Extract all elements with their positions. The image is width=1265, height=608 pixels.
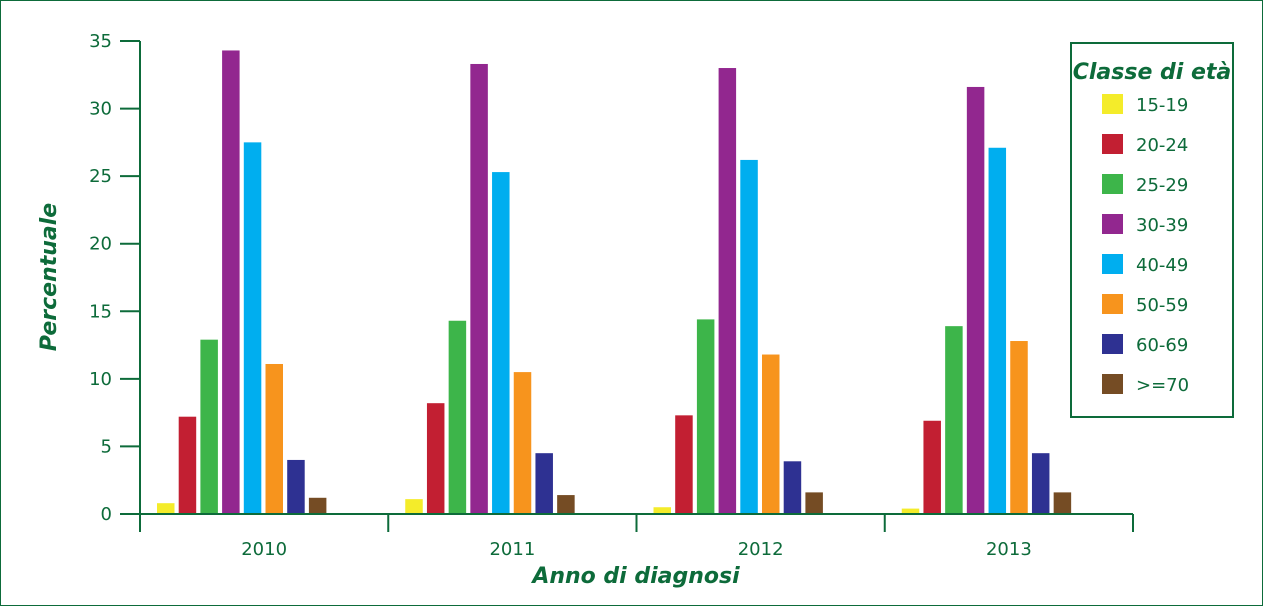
bar-3039-2013 [966, 86, 985, 514]
bar-2024-2013 [923, 420, 941, 514]
bar-4049-2013 [988, 147, 1007, 514]
legend-swatch [1102, 214, 1123, 234]
bar-70-2011 [557, 495, 575, 514]
y-tick-label: 10 [89, 369, 112, 390]
y-tick-label: 35 [89, 31, 112, 52]
bar-4049-2010 [243, 142, 262, 514]
y-tick-label: 0 [101, 504, 112, 525]
x-categories-group: 2010 2011 2012 2013 [241, 539, 1032, 560]
bar-70-2010 [308, 497, 327, 514]
bar-1519-2013 [901, 508, 920, 514]
legend-swatch [1102, 294, 1123, 314]
bar-2024-2011 [426, 403, 445, 514]
bar-4049-2011 [492, 172, 510, 515]
bar-6069-2013 [1031, 453, 1050, 514]
legend-label: 15-19 [1136, 95, 1188, 116]
bar-3039-2011 [470, 63, 488, 515]
legend-label: 30-39 [1136, 215, 1188, 236]
bar-70-2012 [805, 492, 823, 514]
legend-items: 15-19 20-24 25-29 30-39 40-49 50-59 60-69 >=70 [1102, 94, 1189, 396]
y-tick-label: 15 [89, 301, 112, 322]
bar-2529-2011 [448, 320, 467, 514]
legend: Classe di età 15-19 20-24 25-29 30-39 40-49 5… [1070, 42, 1234, 418]
bar-4049-2012 [740, 159, 758, 514]
bar-2024-2010 [178, 416, 197, 514]
y-axis-title: Percentuale [37, 203, 62, 351]
bar-2529-2013 [945, 326, 963, 514]
x-category-label: 2012 [738, 539, 784, 560]
legend-label: 25-29 [1136, 175, 1188, 196]
legend-swatch [1102, 134, 1123, 154]
legend-label: 20-24 [1136, 135, 1188, 156]
bar-5059-2011 [513, 372, 532, 514]
legend-swatch [1102, 94, 1123, 114]
bar-2529-2010 [200, 339, 218, 514]
axes-group [139, 41, 1134, 532]
y-tick-label: 5 [101, 436, 112, 457]
bar-5059-2013 [1010, 341, 1028, 514]
x-axis-title: Anno di diagnosi [530, 564, 740, 589]
bar-1519-2011 [405, 499, 423, 514]
bar-70-2013 [1053, 492, 1072, 514]
legend-swatch [1102, 254, 1123, 274]
y-tick-label: 30 [89, 99, 112, 120]
bar-2024-2012 [675, 415, 693, 514]
y-tick-label: 25 [89, 166, 112, 187]
legend-swatch [1102, 174, 1123, 194]
y-tick-label: 20 [89, 234, 112, 255]
x-category-label: 2010 [241, 539, 287, 560]
bar-5059-2012 [762, 354, 780, 514]
bar-3039-2010 [222, 50, 240, 515]
bar-1519-2010 [157, 503, 175, 514]
bar-5059-2010 [265, 363, 283, 514]
legend-title: Classe di età [1073, 60, 1232, 85]
legend-label: 60-69 [1136, 335, 1188, 356]
bar-6069-2011 [535, 453, 553, 514]
legend-swatch [1102, 374, 1123, 394]
bar-1519-2012 [653, 507, 671, 514]
legend-swatch [1102, 334, 1123, 354]
bar-6069-2010 [287, 459, 305, 514]
y-ticks-group: 0 5 10 15 20 25 30 35 [89, 31, 140, 525]
bars-group [157, 50, 1072, 515]
legend-box [1070, 42, 1234, 418]
bar-2529-2012 [696, 319, 715, 514]
legend-label: 50-59 [1136, 295, 1188, 316]
bar-3039-2012 [718, 68, 737, 515]
x-category-label: 2013 [986, 539, 1032, 560]
legend-label: 40-49 [1136, 255, 1188, 276]
x-category-label: 2011 [489, 539, 535, 560]
legend-label: >=70 [1136, 375, 1189, 396]
bar-6069-2012 [783, 461, 802, 514]
